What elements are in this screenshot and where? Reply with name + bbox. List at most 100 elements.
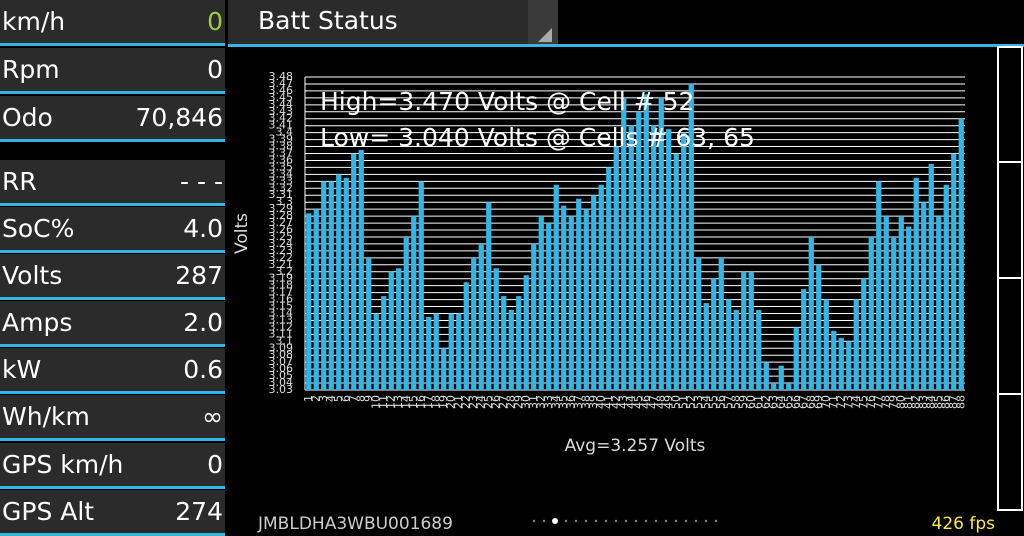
row-line bbox=[0, 391, 225, 394]
bar bbox=[718, 257, 724, 390]
x-tick-label: 1 bbox=[302, 395, 315, 402]
bar bbox=[606, 167, 612, 390]
x-tick-label: 48 bbox=[654, 395, 667, 409]
x-tick-label: 24 bbox=[474, 395, 487, 409]
x-tick-label: 28 bbox=[504, 395, 517, 409]
y-tick-label: 3.34 bbox=[269, 167, 294, 180]
x-tick-label: 70 bbox=[819, 395, 832, 409]
annotation: High=3.470 Volts @ Cell # 52 bbox=[320, 87, 694, 116]
x-tick-label: 51 bbox=[677, 395, 690, 409]
row-line bbox=[0, 533, 225, 536]
x-tick-label: 63 bbox=[767, 395, 780, 409]
x-tick-label: 54 bbox=[699, 395, 712, 409]
y-tick-label: 3.32 bbox=[269, 181, 294, 194]
header-bar bbox=[228, 0, 528, 44]
bar bbox=[876, 181, 882, 390]
x-tick-label: 41 bbox=[602, 395, 615, 409]
bar bbox=[486, 202, 492, 390]
bar bbox=[943, 184, 949, 390]
bar bbox=[658, 97, 664, 390]
row-bg bbox=[0, 160, 225, 203]
bar bbox=[913, 177, 919, 390]
bar bbox=[433, 313, 439, 390]
bar bbox=[583, 209, 589, 390]
x-tick-label: 76 bbox=[864, 395, 877, 409]
y-tick-label: 3.46 bbox=[269, 84, 294, 97]
x-tick-label: 19 bbox=[437, 395, 450, 409]
bar bbox=[568, 216, 574, 390]
bar bbox=[313, 209, 319, 390]
bar bbox=[703, 303, 709, 390]
x-tick-label: 75 bbox=[857, 395, 870, 409]
bar bbox=[651, 125, 657, 390]
page-dots bbox=[532, 518, 718, 524]
x-tick-label: 77 bbox=[872, 395, 885, 409]
annotation: Low= 3.040 Volts @ Cells # 63, 65 bbox=[320, 123, 755, 152]
y-tick-label: 3.24 bbox=[269, 237, 294, 250]
bar bbox=[846, 341, 852, 390]
x-tick-label: 72 bbox=[834, 395, 847, 409]
x-tick-label: 87 bbox=[947, 395, 960, 409]
y-tick-label: 3.04 bbox=[269, 376, 294, 389]
bar bbox=[538, 216, 544, 390]
row-value: 0 bbox=[207, 7, 223, 36]
row-value: 0 bbox=[207, 55, 223, 84]
row-label: Odo bbox=[2, 103, 53, 132]
x-tick-label: 6 bbox=[339, 395, 352, 402]
bar bbox=[868, 236, 874, 390]
vin: JMBLDHA3WBU001689 bbox=[257, 514, 453, 534]
bar bbox=[456, 313, 462, 390]
bar bbox=[381, 296, 387, 390]
y-tick-label: 3.38 bbox=[269, 140, 294, 153]
x-tick-label: 12 bbox=[384, 395, 397, 409]
bar bbox=[373, 313, 379, 390]
x-tick-label: 45 bbox=[632, 395, 645, 409]
y-tick-label: 3.4 bbox=[276, 126, 294, 139]
x-axis-label: Avg=3.257 Volts bbox=[565, 436, 706, 456]
x-tick-label: 57 bbox=[722, 395, 735, 409]
bar bbox=[928, 163, 934, 390]
row-line bbox=[0, 203, 225, 206]
bar bbox=[838, 337, 844, 390]
x-tick-label: 55 bbox=[707, 395, 720, 409]
row-bg bbox=[0, 0, 225, 43]
row-label: Amps bbox=[2, 308, 72, 337]
bar bbox=[396, 268, 402, 390]
x-tick-label: 36 bbox=[564, 395, 577, 409]
spinner-button[interactable] bbox=[528, 0, 558, 44]
bar bbox=[531, 243, 537, 390]
y-tick-label: 3.44 bbox=[269, 98, 294, 111]
bar bbox=[591, 195, 597, 390]
x-tick-label: 29 bbox=[512, 395, 525, 409]
row-value: ∞ bbox=[202, 402, 223, 431]
x-tick-label: 64 bbox=[774, 395, 787, 409]
x-tick-label: 53 bbox=[692, 395, 705, 409]
spinner-arrow bbox=[538, 28, 552, 42]
y-tick-label: 3.13 bbox=[269, 313, 294, 326]
x-tick-label: 33 bbox=[542, 395, 555, 409]
x-tick-label: 5 bbox=[332, 395, 345, 402]
row-value: 274 bbox=[175, 497, 223, 526]
x-tick-label: 84 bbox=[924, 395, 937, 409]
x-tick-label: 44 bbox=[624, 395, 637, 409]
y-tick-label: 3.07 bbox=[269, 355, 294, 368]
row-line bbox=[0, 344, 225, 347]
x-tick-label: 67 bbox=[797, 395, 810, 409]
x-tick-label: 74 bbox=[849, 395, 862, 409]
bar bbox=[816, 264, 822, 390]
bar bbox=[786, 383, 792, 390]
y-tick-label: 3.06 bbox=[269, 362, 294, 375]
y-tick-label: 3.29 bbox=[269, 202, 294, 215]
bar bbox=[501, 296, 507, 390]
bar bbox=[831, 330, 837, 390]
row-label: SoC% bbox=[2, 214, 74, 243]
row-value: 70,846 bbox=[136, 103, 223, 132]
x-tick-label: 14 bbox=[399, 395, 412, 409]
bar bbox=[508, 310, 514, 390]
bar bbox=[561, 205, 567, 390]
bar bbox=[861, 278, 867, 390]
x-tick-label: 31 bbox=[527, 395, 540, 409]
y-tick-label: 3.47 bbox=[269, 77, 294, 90]
row-line bbox=[0, 438, 225, 441]
x-tick-label: 58 bbox=[729, 395, 742, 409]
